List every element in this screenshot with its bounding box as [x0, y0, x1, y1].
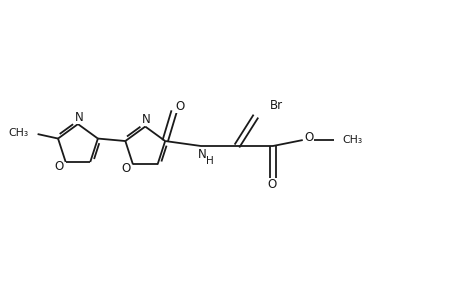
Text: N: N	[141, 113, 150, 126]
Text: H: H	[205, 156, 213, 166]
Text: O: O	[304, 131, 313, 144]
Text: O: O	[267, 178, 276, 191]
Text: O: O	[122, 162, 131, 176]
Text: Br: Br	[269, 99, 282, 112]
Text: CH₃: CH₃	[342, 135, 362, 145]
Text: CH₃: CH₃	[9, 128, 28, 138]
Text: N: N	[74, 111, 83, 124]
Text: O: O	[55, 160, 64, 173]
Text: O: O	[175, 100, 185, 112]
Text: N: N	[197, 148, 206, 161]
